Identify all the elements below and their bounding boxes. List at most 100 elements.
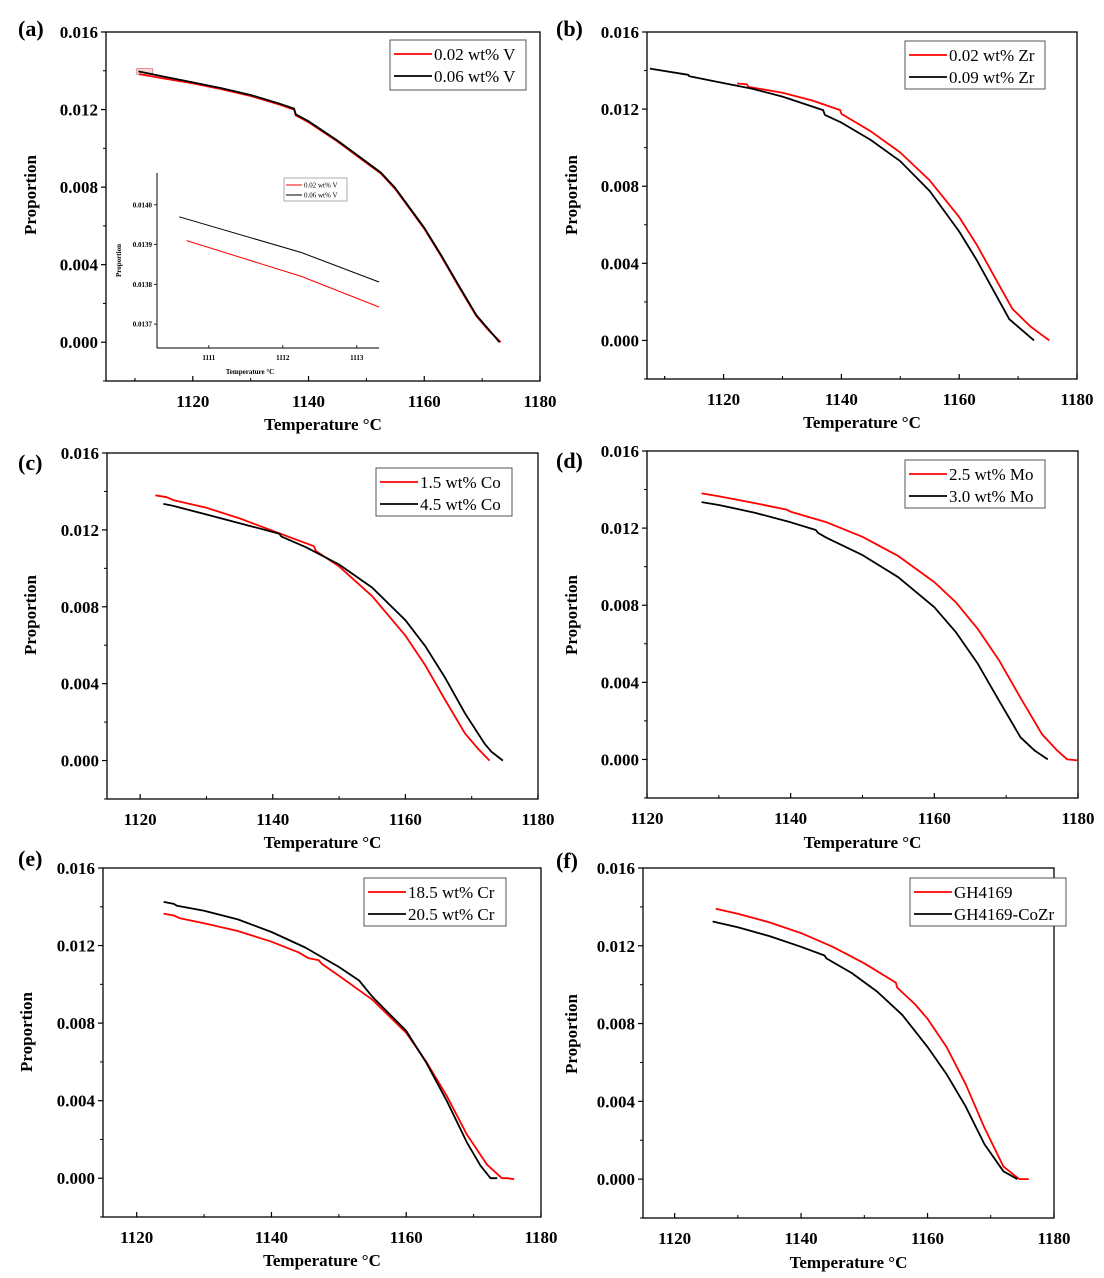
- x-tick-label: 1140: [256, 810, 289, 829]
- inset-series-line-1: [186, 240, 380, 308]
- series-line-1: [701, 492, 1078, 762]
- inset-series-line-2: [179, 216, 380, 283]
- y-tick-label: 0.016: [60, 23, 98, 42]
- series-line-2: [701, 501, 1049, 761]
- legend-label-1: GH4169: [954, 883, 1013, 902]
- legend-box: [363, 877, 507, 927]
- plot-frame: [105, 31, 541, 382]
- legend: GH4169 GH4169-CoZr: [909, 877, 1067, 927]
- y-tick-label: 0.008: [61, 598, 99, 617]
- legend-box: [909, 877, 1067, 927]
- legend-label-2: 0.09 wt% Zr: [949, 68, 1035, 87]
- x-tick-label: 1160: [911, 1229, 944, 1248]
- x-tick-label: 1140: [774, 809, 807, 828]
- x-tick-label: 1120: [707, 390, 740, 409]
- series-line-2: [163, 503, 504, 762]
- x-tick-label: 1140: [255, 1228, 288, 1247]
- legend-label-2: 3.0 wt% Mo: [949, 487, 1034, 506]
- y-tick-label: 0.016: [57, 859, 95, 878]
- x-tick-label: 1180: [523, 392, 556, 411]
- y-tick-label: 0.008: [597, 1015, 635, 1034]
- panel-label: (d): [556, 448, 583, 473]
- y-tick-label: 0.012: [60, 101, 98, 120]
- y-tick-label: 0.004: [601, 673, 640, 692]
- inset-x-tick-label: 1113: [350, 354, 364, 362]
- y-tick-label: 0.004: [61, 675, 100, 694]
- legend-label-2: 4.5 wt% Co: [420, 495, 501, 514]
- x-tick-label: 1180: [521, 810, 554, 829]
- inset-background: [157, 173, 379, 348]
- y-tick-label: 0.000: [61, 752, 99, 771]
- y-axis-title: Proportion: [21, 574, 40, 655]
- legend-box: [904, 459, 1046, 509]
- legend: 0.02 wt% V 0.06 wt% V: [389, 39, 527, 91]
- series-line-1: [715, 907, 1029, 1180]
- series-line-2: [138, 70, 501, 343]
- x-axis-title: Temperature °C: [803, 413, 921, 432]
- x-tick-label: 1120: [630, 809, 663, 828]
- y-tick-label: 0.008: [57, 1014, 95, 1033]
- y-tick-label: 0.004: [601, 254, 640, 273]
- y-tick-label: 0.012: [601, 519, 639, 538]
- y-axis-title: Proportion: [562, 154, 581, 235]
- legend: 2.5 wt% Mo 3.0 wt% Mo: [904, 459, 1046, 509]
- x-tick-label: 1180: [1060, 390, 1093, 409]
- legend-label-1: 2.5 wt% Mo: [949, 465, 1034, 484]
- y-tick-label: 0.000: [60, 333, 98, 352]
- y-tick-label: 0.016: [601, 23, 639, 42]
- x-axis-title: Temperature °C: [790, 1253, 908, 1272]
- inset-legend-label-1: 0.02 wt% V: [304, 182, 338, 190]
- y-tick-label: 0.008: [601, 177, 639, 196]
- y-tick-label: 0.000: [601, 750, 639, 769]
- y-tick-label: 0.012: [61, 521, 99, 540]
- x-axis-title: Temperature °C: [263, 1251, 381, 1270]
- x-tick-label: 1120: [176, 392, 209, 411]
- x-tick-label: 1180: [1037, 1229, 1070, 1248]
- x-axis-title: Temperature °C: [804, 833, 922, 852]
- y-tick-label: 0.012: [597, 937, 635, 956]
- x-tick-label: 1140: [825, 390, 858, 409]
- y-tick-label: 0.004: [57, 1092, 96, 1111]
- y-tick-label: 0.016: [597, 859, 635, 878]
- legend-label-2: GH4169-CoZr: [954, 905, 1054, 924]
- y-axis-title: Proportion: [17, 991, 36, 1072]
- y-tick-label: 0.000: [57, 1169, 95, 1188]
- panel-label: (c): [18, 450, 42, 475]
- x-axis-title: Temperature °C: [264, 415, 382, 434]
- inset-x-tick-label: 1112: [276, 354, 290, 362]
- plot-frame: [106, 452, 539, 800]
- x-tick-label: 1160: [943, 390, 976, 409]
- y-tick-label: 0.012: [57, 937, 95, 956]
- inset-x-tick-label: 1111: [202, 354, 215, 362]
- inset-y-tick-label: 0.0140: [133, 201, 153, 209]
- legend-box: [904, 40, 1046, 90]
- legend: 1.5 wt% Co 4.5 wt% Co: [375, 467, 513, 517]
- series-line-1: [155, 494, 491, 762]
- panel-label: (a): [18, 16, 44, 41]
- panel-a: 0.000 0.004 0.008 0.012 0.016 1120 1140 1160 118…: [18, 16, 557, 434]
- x-tick-label: 1160: [389, 810, 422, 829]
- x-tick-label: 1120: [658, 1229, 691, 1248]
- x-axis-title: Temperature °C: [264, 833, 382, 852]
- inset-y-tick-label: 0.0139: [133, 241, 153, 249]
- panel-label: (f): [556, 848, 578, 873]
- legend: 0.02 wt% Zr 0.09 wt% Zr: [904, 40, 1046, 90]
- plot-frame: [646, 31, 1078, 380]
- inset-y-tick-label: 0.0138: [133, 281, 153, 289]
- y-tick-label: 0.004: [597, 1092, 636, 1111]
- x-tick-label: 1160: [918, 809, 951, 828]
- inset-x-axis-title: Temperature °C: [226, 368, 275, 376]
- legend-label-2: 0.06 wt% V: [434, 67, 516, 86]
- plot-frame: [102, 867, 542, 1218]
- inset-legend-label-2: 0.06 wt% V: [304, 192, 338, 200]
- legend: 18.5 wt% Cr 20.5 wt% Cr: [363, 877, 507, 927]
- panel-f: 0.000 0.004 0.008 0.012 0.016 1120 1140 1160 118…: [556, 848, 1071, 1272]
- plot-frame: [642, 867, 1055, 1219]
- y-tick-label: 0.004: [60, 256, 99, 275]
- x-tick-label: 1180: [524, 1228, 557, 1247]
- x-tick-label: 1120: [120, 1228, 153, 1247]
- series-line-2: [649, 67, 1035, 342]
- legend-box: [375, 467, 513, 517]
- series-line-1: [163, 912, 515, 1181]
